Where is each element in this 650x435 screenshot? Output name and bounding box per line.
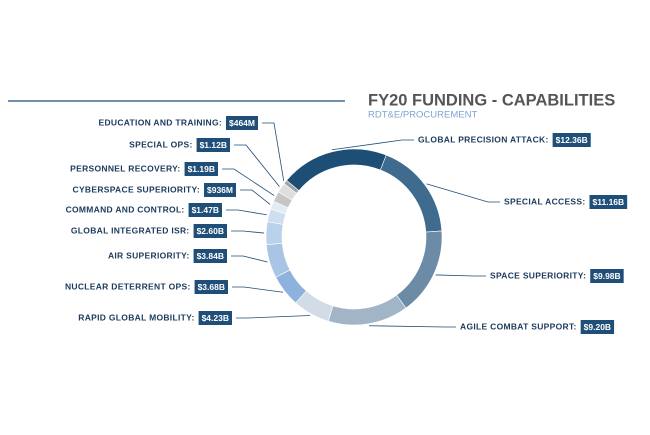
segment-label: RAPID GLOBAL MOBILITY:	[78, 312, 194, 322]
donut-segment	[327, 294, 407, 326]
donut-segment	[380, 154, 443, 233]
value-label: $936M	[207, 185, 233, 195]
leader-line	[226, 209, 267, 216]
leader-line	[240, 189, 271, 205]
value-box	[196, 138, 230, 152]
value-box	[184, 162, 218, 176]
leader-line	[222, 168, 275, 196]
value-label: $9.98B	[593, 271, 620, 281]
value-label: $3.84B	[197, 251, 224, 261]
segment-label: SPACE SUPERIORITY:	[490, 270, 586, 280]
leader-line	[435, 274, 486, 277]
value-box	[589, 195, 628, 209]
leader-line	[368, 325, 456, 328]
segment-label: SPECIAL OPS:	[129, 139, 192, 149]
value-label: $3.68B	[198, 282, 225, 292]
chart-subtitle: RDT&E/PROCUREMENT	[368, 110, 477, 121]
segment-label: GLOBAL INTEGRATED ISR:	[71, 225, 190, 235]
value-box	[193, 249, 227, 263]
chart-title: FY20 FUNDING - CAPABILITIES	[368, 91, 615, 109]
leader-line	[236, 315, 311, 319]
leader-line	[331, 139, 414, 151]
value-label: $1.12B	[200, 140, 227, 150]
donut-segment	[283, 180, 300, 194]
value-box	[193, 224, 227, 238]
value-label: $11.16B	[593, 197, 625, 207]
value-box	[188, 203, 222, 217]
segment-label: EDUCATION AND TRAINING:	[98, 117, 222, 127]
segment-label: COMMAND AND CONTROL:	[66, 204, 185, 214]
donut-segment	[265, 221, 284, 246]
leader-line	[426, 183, 500, 203]
segment-label: AGILE COMBAT SUPPORT:	[460, 321, 577, 331]
value-label: $1.47B	[192, 205, 219, 215]
leader-line	[234, 144, 280, 187]
value-label: $1.19B	[188, 164, 215, 174]
value-label: $12.36B	[556, 135, 588, 145]
segment-label: GLOBAL PRECISION ATTACK:	[418, 134, 549, 144]
value-box	[226, 116, 258, 130]
value-label: $464M	[229, 118, 255, 128]
value-box	[580, 320, 615, 334]
value-box	[204, 183, 236, 197]
donut-segment	[396, 230, 443, 309]
value-box	[552, 133, 591, 147]
value-label: $2.60B	[197, 226, 224, 236]
segment-label: NUCLEAR DETERRENT OPS:	[65, 281, 191, 291]
value-label: $4.23B	[202, 313, 229, 323]
value-box	[194, 280, 228, 294]
leader-line	[262, 122, 285, 181]
segment-label: SPECIAL ACCESS:	[504, 196, 586, 206]
value-box	[198, 311, 232, 325]
value-box	[590, 269, 624, 283]
leader-line	[231, 255, 268, 263]
segment-label: AIR SUPERIORITY:	[108, 250, 190, 260]
segment-label: CYBERSPACE SUPERIORITY:	[73, 184, 201, 194]
leader-line	[231, 230, 265, 234]
segment-label: PERSONNEL RECOVERY:	[70, 163, 180, 173]
donut-segment	[286, 148, 387, 192]
leader-line	[232, 286, 284, 293]
value-label: $9.20B	[584, 322, 611, 332]
